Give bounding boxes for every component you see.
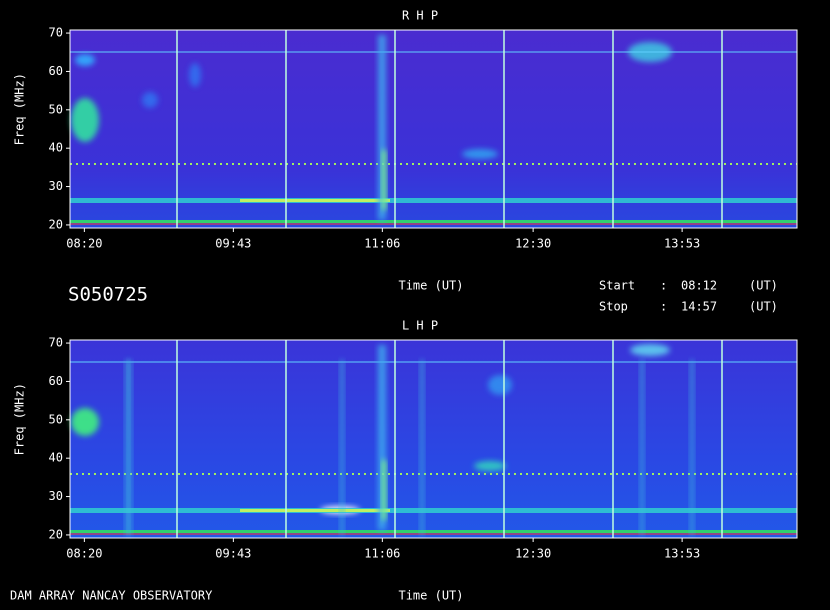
emission-blob [71, 98, 99, 142]
y-tick-label: 40 [49, 451, 63, 465]
band-27-core [240, 509, 390, 512]
y-tick-label: 60 [49, 374, 63, 388]
band-21-red [70, 533, 797, 535]
y-tick-label: 50 [49, 412, 63, 426]
start-sep: : [660, 279, 667, 293]
burst [378, 35, 386, 220]
plot-frame [69, 29, 798, 229]
burst-core [382, 460, 386, 520]
start-unit: (UT) [749, 279, 778, 293]
band-21-red [70, 223, 797, 225]
panel-title: L H P [402, 319, 438, 333]
y-tick-label: 20 [49, 217, 63, 231]
burst [125, 360, 129, 535]
burst [690, 360, 694, 535]
x-tick-label: 08:20 [66, 237, 102, 251]
x-tick-label: 08:20 [66, 547, 102, 561]
x-axis-label: Time (UT) [398, 589, 463, 603]
start-label: Start [599, 279, 635, 293]
x-tick-label: 13:53 [664, 237, 700, 251]
footer: DAM ARRAY NANCAY OBSERVATORY [10, 589, 213, 603]
panel-title: R H P [402, 9, 438, 23]
x-tick-label: 13:53 [664, 547, 700, 561]
stop-unit: (UT) [749, 300, 778, 314]
emission-blob [462, 149, 498, 159]
emission-blob [189, 63, 201, 87]
plot-background [70, 30, 797, 228]
burst [340, 360, 344, 535]
emission-blob [630, 344, 670, 356]
y-tick-label: 30 [49, 489, 63, 503]
burst [378, 345, 386, 530]
observation-id: S050725 [68, 284, 148, 306]
burst [420, 360, 424, 535]
y-tick-label: 70 [49, 336, 63, 350]
burst-core [382, 150, 386, 210]
spectrogram-image [70, 340, 797, 538]
emission-blob [142, 92, 158, 108]
spectrogram-image [70, 30, 797, 228]
stop-label: Stop [599, 300, 628, 314]
stop-sep: : [660, 300, 667, 314]
x-tick-label: 12:30 [515, 547, 551, 561]
y-axis-label: Freq (MHz) [13, 383, 27, 455]
y-tick-label: 30 [49, 179, 63, 193]
burst [640, 360, 644, 535]
plot-frame [69, 339, 798, 539]
y-axis-label: Freq (MHz) [13, 73, 27, 145]
y-tick-label: 50 [49, 102, 63, 116]
x-axis-label: Time (UT) [398, 279, 463, 293]
plot-background [70, 340, 797, 538]
x-tick-label: 09:43 [215, 237, 251, 251]
emission-blob [474, 461, 506, 471]
band-21 [70, 530, 797, 533]
band-27 [70, 508, 797, 513]
x-tick-label: 11:06 [364, 547, 400, 561]
y-tick-label: 60 [49, 64, 63, 78]
band-27-core [240, 199, 390, 202]
emission-blob [71, 408, 99, 436]
x-tick-label: 12:30 [515, 237, 551, 251]
band-27 [70, 198, 797, 203]
burst [128, 360, 132, 535]
emission-blob [488, 375, 512, 395]
x-tick-label: 09:43 [215, 547, 251, 561]
y-tick-label: 70 [49, 26, 63, 40]
x-tick-label: 11:06 [364, 237, 400, 251]
stop-time: 14:57 [681, 300, 717, 314]
y-tick-label: 40 [49, 141, 63, 155]
y-tick-label: 20 [49, 527, 63, 541]
start-time: 08:12 [681, 279, 717, 293]
band-21 [70, 220, 797, 223]
emission-blob [75, 54, 95, 66]
